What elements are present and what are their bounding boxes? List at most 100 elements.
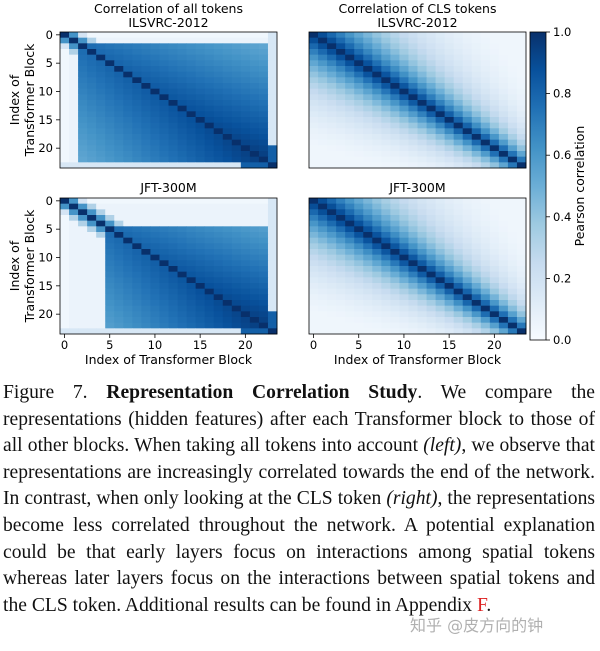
heatmap-cell [240, 305, 251, 312]
heatmap-cell [489, 128, 500, 135]
heatmap-cell [222, 277, 233, 284]
heatmap-cell [132, 283, 142, 290]
heatmap-cell [354, 311, 364, 318]
heatmap-cell [123, 249, 133, 256]
heatmap-cell [453, 43, 464, 50]
heatmap-cell [87, 43, 97, 50]
heatmap-cell [363, 139, 373, 146]
heatmap-cell [489, 249, 500, 256]
heatmap-cell [417, 37, 427, 44]
panel-subtitle: ILSVRC-2012 [377, 15, 457, 30]
heatmap-cell [132, 117, 142, 124]
heatmap-cell [480, 322, 491, 329]
heatmap-cell [240, 66, 251, 73]
heatmap-cell [516, 151, 527, 158]
heatmap-cell [417, 162, 427, 169]
heatmap-cell [78, 145, 88, 152]
heatmap-cell [114, 271, 124, 278]
heatmap-cell [105, 71, 115, 78]
heatmap-cell [336, 311, 346, 318]
heatmap-cell [336, 122, 346, 129]
heatmap-cell [516, 317, 527, 324]
heatmap-cell [132, 294, 142, 301]
heatmap-cell [87, 317, 97, 324]
heatmap-cell [372, 220, 382, 227]
heatmap-cell [177, 249, 187, 256]
heatmap-cell [213, 215, 224, 222]
heatmap-cell [318, 88, 328, 95]
heatmap-cell [267, 128, 278, 135]
heatmap-cell [408, 294, 418, 301]
heatmap-cell [231, 156, 242, 163]
heatmap-cell [318, 43, 328, 50]
heatmap-cell [453, 54, 464, 61]
heatmap-cell [309, 277, 319, 284]
heatmap-cell [480, 54, 491, 61]
heatmap-cell [381, 100, 391, 107]
heatmap-cell [417, 139, 427, 146]
heatmap-cell [240, 260, 251, 267]
heatmap-cell [354, 300, 364, 307]
heatmap-cell [489, 243, 500, 250]
heatmap-cell [444, 203, 455, 210]
heatmap-cell [462, 117, 473, 124]
heatmap-cell [318, 37, 328, 44]
heatmap-cell [336, 328, 346, 335]
heatmap-cell [516, 232, 527, 239]
heatmap-cell [489, 94, 500, 101]
heatmap-cell [177, 60, 187, 67]
heatmap-cell [114, 317, 124, 324]
heatmap-cell [114, 128, 124, 135]
heatmap-cell [462, 128, 473, 135]
heatmap-cell [159, 209, 169, 216]
heatmap-cell [426, 145, 436, 152]
heatmap-cell [372, 283, 382, 290]
heatmap-cell [69, 83, 79, 90]
heatmap-cell [426, 254, 436, 261]
heatmap-cell [390, 49, 400, 56]
heatmap-cell [267, 198, 278, 205]
heatmap-cell [507, 111, 518, 118]
heatmap-cell [354, 49, 364, 56]
heatmap-cell [240, 317, 251, 324]
heatmap-cell [159, 49, 169, 56]
appendix-link[interactable]: F [477, 594, 487, 616]
heatmap-cell [267, 151, 278, 158]
heatmap-cell [231, 243, 242, 250]
heatmap-cell [249, 100, 260, 107]
heatmap-cell [267, 156, 278, 163]
heatmap-panel-3 [60, 198, 278, 335]
heatmap-cell [480, 105, 491, 112]
heatmap-cell [399, 122, 409, 129]
heatmap-cell [471, 37, 482, 44]
heatmap-cell [318, 77, 328, 84]
heatmap-cell [480, 311, 491, 318]
heatmap-cell [195, 283, 206, 290]
heatmap-cell [69, 220, 79, 227]
colorbar-label: Pearson correlation [572, 126, 587, 247]
heatmap-cell [150, 277, 160, 284]
heatmap-cell [150, 288, 160, 295]
heatmap-cell [267, 88, 278, 95]
heatmap-cell [231, 162, 242, 169]
heatmap-cell [381, 322, 391, 329]
heatmap-cell [105, 305, 115, 312]
heatmap-cell [462, 60, 473, 67]
heatmap-cell [480, 232, 491, 239]
heatmap-cell [258, 66, 269, 73]
heatmap-cell [498, 271, 509, 278]
heatmap-cell [249, 254, 260, 261]
heatmap-cell [186, 162, 197, 169]
panel-frame [308, 197, 527, 335]
heatmap-cell [177, 111, 187, 118]
heatmap-cell [480, 294, 491, 301]
heatmap-cell [105, 83, 115, 90]
heatmap-cell [507, 198, 518, 205]
heatmap-cell [444, 305, 455, 312]
heatmap-cell [426, 88, 436, 95]
heatmap-cell [267, 83, 278, 90]
heatmap-cell [249, 151, 260, 158]
heatmap-cell [345, 198, 355, 205]
heatmap-cell [516, 105, 527, 112]
heatmap-cell [186, 156, 197, 163]
